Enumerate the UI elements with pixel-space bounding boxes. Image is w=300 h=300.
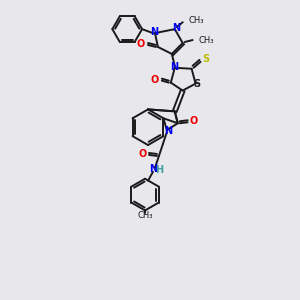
Text: O: O (190, 116, 198, 126)
Text: CH₃: CH₃ (137, 211, 153, 220)
Text: S: S (202, 54, 209, 64)
Text: O: O (137, 39, 145, 49)
Text: N: N (149, 164, 157, 174)
Text: N: N (164, 126, 172, 136)
Text: H: H (155, 165, 163, 175)
Text: N: N (170, 62, 178, 72)
Text: CH₃: CH₃ (189, 16, 204, 25)
Text: N: N (172, 23, 180, 33)
Text: N: N (150, 27, 158, 37)
Text: S: S (193, 79, 200, 88)
Text: O: O (139, 149, 147, 159)
Text: CH₃: CH₃ (199, 35, 214, 44)
Text: O: O (151, 75, 159, 85)
